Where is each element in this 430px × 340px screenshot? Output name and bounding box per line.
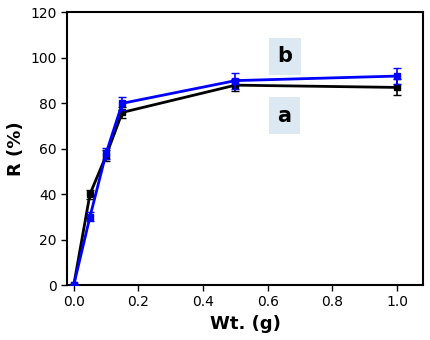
Y-axis label: R (%): R (%) [7, 121, 25, 176]
Text: a: a [277, 105, 292, 125]
Text: b: b [277, 47, 292, 66]
X-axis label: Wt. (g): Wt. (g) [210, 315, 281, 333]
